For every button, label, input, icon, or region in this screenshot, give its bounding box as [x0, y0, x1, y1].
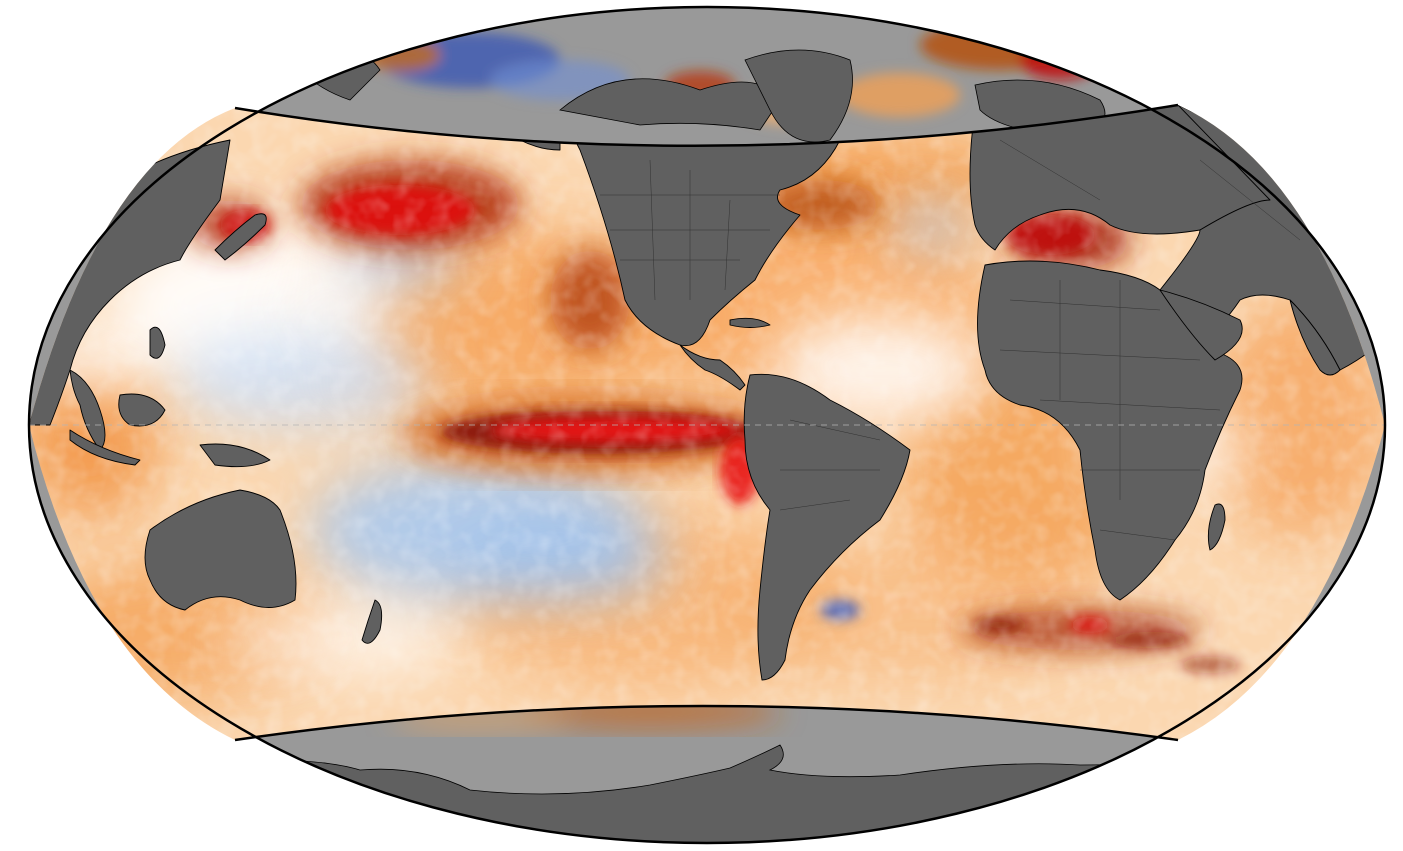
continents: [29, 105, 1385, 681]
caribbean-islands: [729, 317, 771, 328]
sumatra-java: [69, 429, 141, 466]
borders: [600, 139, 1301, 541]
new-zealand: [361, 599, 383, 644]
philippines: [149, 326, 166, 359]
arabian-peninsula: [1159, 289, 1243, 361]
south-america: [743, 373, 911, 681]
map-outline: [27, 5, 1387, 845]
new-guinea: [199, 443, 271, 468]
borneo: [118, 393, 166, 427]
australia: [144, 489, 297, 611]
north-america: [559, 109, 841, 347]
japan: [214, 213, 267, 261]
latitude-mask-boundaries: [234, 103, 1179, 742]
madagascar: [1207, 503, 1226, 551]
central-america: [679, 344, 746, 391]
indian-subcontinent: [1289, 299, 1341, 376]
